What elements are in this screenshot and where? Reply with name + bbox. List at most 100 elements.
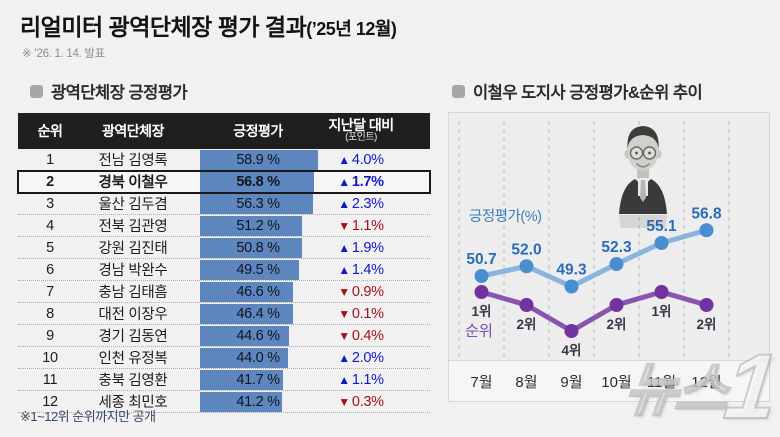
approval-bar [200,237,302,258]
approval-value: 41.2 % [236,393,280,410]
rank-cell: 5 [46,239,54,256]
change-cell: ▲ 1.9% [318,237,430,258]
down-arrow-icon: ▼ [338,394,350,409]
governor-cell: 전남 김영록 [98,153,168,169]
rank-point [609,298,624,312]
trend-chart-plot: 1위 2위 4위 2위 1위 2위 50.7 52.0 49.3 52.3 55.1 56.8 [458,121,730,363]
change-value: 0.9% [351,283,384,300]
approval-bar [200,347,288,368]
table-row: 11 충북 김영환 41.7 % ▲ 1.1% [18,369,430,391]
change-value: 1.7% [351,173,384,190]
table-row: 12 세종 최민호 41.2 % ▼ 0.3% [18,391,430,413]
up-arrow-icon: ▲ [338,262,350,277]
up-arrow-icon: ▲ [338,350,350,365]
rank-cell: 10 [42,349,58,366]
rank-cell: 2 [46,173,54,190]
news1-watermark-logo: 뉴스1 [620,335,780,437]
rank-point-label: 2위 [697,317,717,332]
change-value: 1.1% [351,217,384,234]
rank-cell: 11 [42,371,58,388]
governor-cell: 대전 이장우 [98,307,168,323]
table-row: 9 경기 김동연 44.6 % ▼ 0.4% [18,325,430,347]
watermark-numeral: 1 [719,335,780,437]
approval-value: 56.3 % [236,195,280,212]
month-tick-label: 12월 [691,374,722,391]
table-row: 1 전남 김영록 58.9 % ▲ 4.0% [18,149,430,171]
table-footnote: ※1~12위 순위까지만 공개 [20,409,156,424]
approval-bar [200,259,299,280]
table-row: 4 전북 김관영 51.2 % ▼ 1.1% [18,215,430,237]
rank-point-label: 1위 [652,304,672,319]
approval-bar [200,303,293,324]
rank-point-label: 2위 [517,317,537,332]
approval-cell: 56.3 % [198,193,318,214]
approval-bar [200,325,290,346]
up-arrow-icon: ▲ [338,372,350,387]
change-cell: ▲ 4.0% [318,149,430,170]
change-cell: ▼ 0.4% [318,325,430,346]
up-arrow-icon: ▲ [338,196,350,211]
approval-point-label: 55.1 [646,218,677,235]
month-tick-label: 9월 [560,374,583,391]
rank-line [479,289,709,334]
approval-ranking-table: 순위 광역단체장 긍정평가 지난달 대비 (포인트) 1 전남 김영록 58.9 %… [17,113,431,413]
table-row: 2 경북 이철우 56.8 % ▲ 1.7% [17,170,431,194]
approval-point-label: 49.3 [556,262,587,279]
governor-cell: 전북 김관영 [98,219,168,235]
square-bullet-icon [30,84,43,98]
rank-cell: 7 [46,283,54,300]
governor-cell: 경북 이철우 [98,175,168,191]
change-cell: ▲ 1.4% [318,259,430,280]
rank-cell: 1 [46,151,54,168]
change-cell: ▼ 1.1% [318,215,430,236]
approval-cell: 58.9 % [198,149,318,170]
governor-cell: 경기 김동연 [98,329,168,345]
header-rank: 순위 [37,122,63,139]
governor-cell: 세종 최민호 [98,395,168,411]
governor-cell: 울산 김두겸 [98,197,168,213]
approval-value: 46.4 % [236,305,280,322]
rank-point-label: 2위 [607,317,627,332]
approval-point-label: 50.7 [466,251,496,268]
change-value: 0.4% [351,327,384,344]
change-value: 4.0% [351,151,384,168]
approval-bar [200,193,313,214]
governor-photo [619,126,667,228]
change-cell: ▼ 0.3% [318,391,430,412]
approval-value: 44.6 % [236,327,280,344]
approval-cell: 41.7 % [198,369,318,390]
table-header-row: 순위 광역단체장 긍정평가 지난달 대비 (포인트) [18,113,430,149]
approval-cell: 44.6 % [198,325,318,346]
change-value: 1.1% [351,371,384,388]
approval-point-label: 52.3 [601,239,632,256]
up-arrow-icon: ▲ [338,174,350,189]
table-row: 6 경남 박완수 49.5 % ▲ 1.4% [18,259,430,281]
change-cell: ▲ 1.1% [318,369,430,390]
rank-point [699,298,714,312]
approval-cell: 44.0 % [198,347,318,368]
governor-cell: 충북 김영환 [98,373,168,389]
rank-cell: 9 [46,327,54,344]
down-arrow-icon: ▼ [338,218,350,233]
approval-bar [200,281,294,302]
header-change-sub: (포인트) [345,132,377,144]
change-cell: ▲ 2.3% [318,193,430,214]
up-arrow-icon: ▲ [338,152,350,167]
month-tick-label: 11월 [646,374,677,391]
rank-point-label: 4위 [562,343,582,358]
approval-bar [200,171,314,192]
right-section-heading: 이철우 도지사 긍정평가&순위 추이 [452,79,703,103]
change-cell: ▲ 2.0% [318,347,430,368]
trend-chart-panel: 1위 2위 4위 2위 1위 2위 50.7 52.0 49.3 52.3 55.1 56.8 [448,112,770,402]
table-body: 1 전남 김영록 58.9 % ▲ 4.0% 2 경북 이철우 56.8 % ▲ 1.7% 3 울산 … [17,149,431,413]
approval-bar [200,369,284,390]
approval-value: 44.0 % [236,349,280,366]
change-cell: ▲ 1.7% [318,171,430,192]
approval-value: 49.5 % [236,261,280,278]
approval-axis-label: 긍정평가(%) [469,209,542,225]
rank-point [564,324,579,338]
rank-cell: 3 [46,195,54,212]
change-cell: ▼ 0.1% [318,303,430,324]
left-section-heading: 광역단체장 긍정평가 [30,79,188,103]
header-governor: 광역단체장 [102,122,164,139]
